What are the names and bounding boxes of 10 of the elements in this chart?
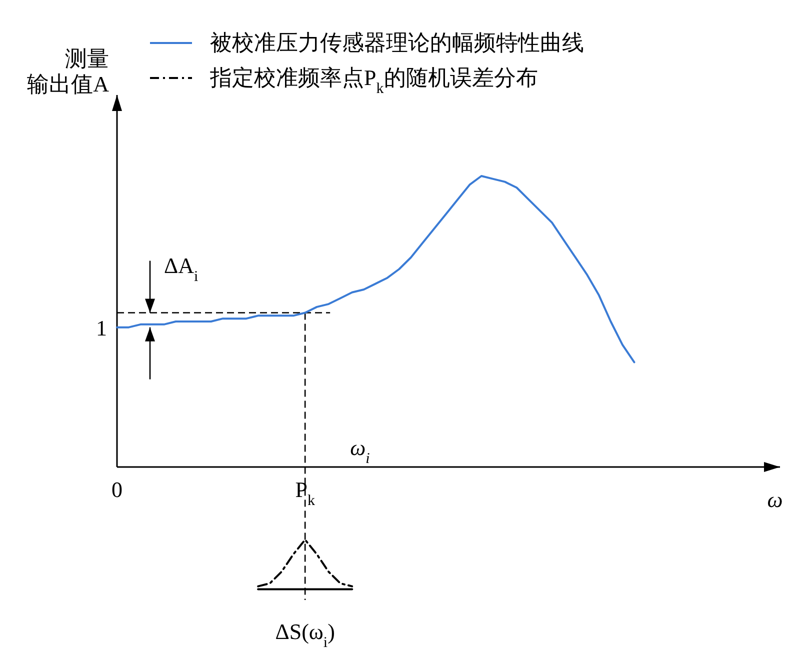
x-tick-label: P$_{k}$: [295, 477, 316, 509]
annotation: ΔS(ω$_{i}$): [275, 619, 335, 650]
legend-label: 指定校准频率点P$_{k}$的随机误差分布: [209, 65, 538, 97]
y-axis-title: 测量输出值A: [27, 46, 110, 96]
annotation: ω$_{i}$: [350, 435, 370, 467]
x-tick-label: 0: [112, 477, 122, 502]
legend-label: 被校准压力传感器理论的幅频特性曲线: [210, 30, 584, 55]
annotation: ΔA$_{i}$: [164, 252, 198, 285]
x-axis-title: ω: [767, 487, 783, 512]
text: 1: [96, 315, 107, 340]
